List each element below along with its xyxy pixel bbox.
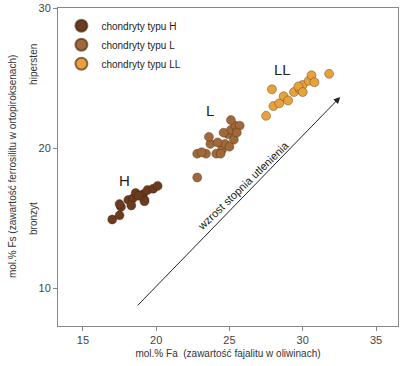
svg-text:wzrost stopnia utlenienia: wzrost stopnia utlenienia [195, 139, 291, 233]
svg-text:chondryty typu H: chondryty typu H [101, 21, 176, 32]
svg-text:30: 30 [39, 2, 51, 14]
svg-text:10: 10 [39, 282, 51, 294]
svg-text:25: 25 [223, 334, 235, 346]
svg-text:bronzyt: bronzyt [28, 202, 39, 235]
svg-text:hipersten: hipersten [28, 44, 39, 85]
svg-text:L: L [206, 102, 214, 119]
svg-text:mol.% Fs (zawartość ferrosilit: mol.% Fs (zawartość ferrosilitu w ortopi… [7, 55, 18, 278]
svg-text:15: 15 [77, 334, 89, 346]
svg-text:30: 30 [297, 334, 309, 346]
svg-text:mol.% Fa (zawartość fajalitu: mol.% Fa (zawartość fajalitu w oliwinach… [135, 348, 320, 359]
svg-text:LL: LL [274, 61, 291, 78]
svg-text:20: 20 [39, 142, 51, 154]
svg-text:20: 20 [150, 334, 162, 346]
svg-text:35: 35 [370, 334, 382, 346]
svg-text:chondryty typu L: chondryty typu L [101, 40, 175, 51]
svg-text:H: H [119, 172, 130, 189]
svg-text:chondryty typu LL: chondryty typu LL [101, 59, 180, 70]
